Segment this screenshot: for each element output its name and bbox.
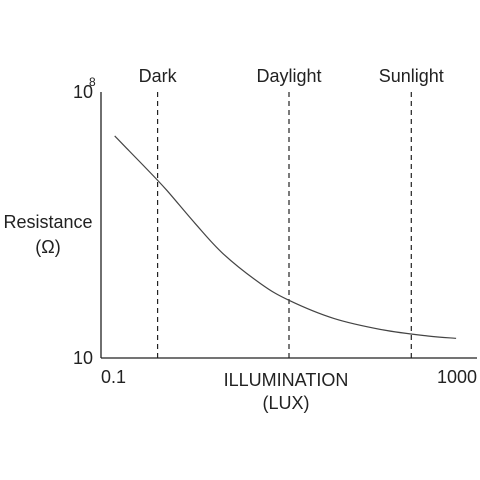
marker-label-0: Dark [139,66,178,86]
x-axis-label-line-1: ILLUMINATION [224,370,349,390]
y-tick-label-0: 10 [73,348,93,368]
marker-lines: Dark Daylight Sunlight [139,66,444,358]
y-axis-label-line-2: (Ω) [35,237,60,257]
y-axis-label-line-1: Resistance [3,212,92,232]
y-tick-exponent-1: 8 [89,75,96,89]
marker-label-1: Daylight [256,66,321,86]
x-tick-label-1: 1000 [437,367,477,387]
marker-label-2: Sunlight [379,66,444,86]
resistance-curve [114,135,457,339]
x-axis-label-line-2: (LUX) [262,393,309,413]
y-tick-label-1: 10 [73,82,93,102]
x-tick-labels: 0.1 1000 [101,367,477,387]
x-tick-label-0: 0.1 [101,367,126,387]
